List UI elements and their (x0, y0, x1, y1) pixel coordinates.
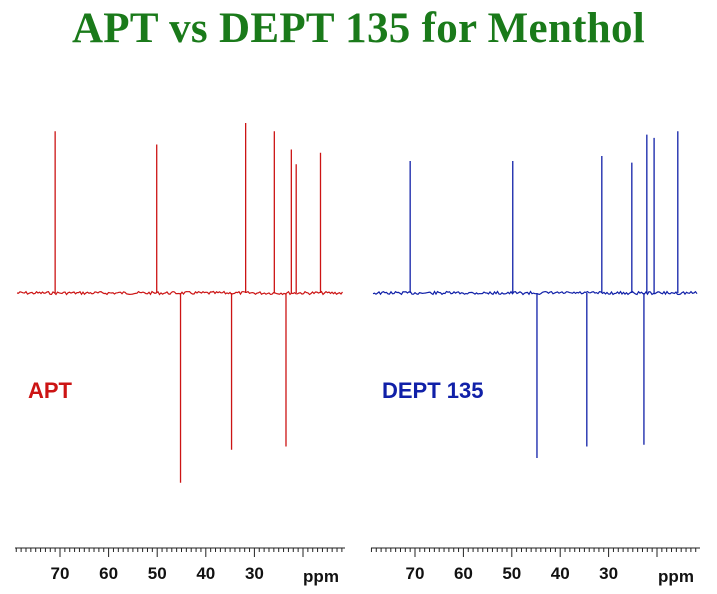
tick-label: 50 (502, 564, 521, 583)
tick-label: 50 (148, 564, 167, 583)
tick-label: 40 (551, 564, 570, 583)
apt-label: APT (28, 378, 72, 403)
tick-label: 30 (599, 564, 618, 583)
chart-title: APT vs DEPT 135 for Menthol (71, 5, 646, 52)
tick-label: 60 (454, 564, 473, 583)
tick-label: 70 (51, 564, 70, 583)
dept-spectrum (372, 131, 698, 458)
axis-unit-label: ppm (303, 567, 339, 586)
baseline (16, 290, 343, 296)
apt-spectrum (16, 123, 343, 483)
axis-unit-label: ppm (658, 567, 694, 586)
tick-label: 60 (99, 564, 118, 583)
tick-label: 40 (196, 564, 215, 583)
apt-x-axis: 70 60 50 40 30 ppm (15, 547, 345, 586)
dept-label: DEPT 135 (382, 378, 484, 403)
baseline (372, 290, 698, 296)
tick-label: 30 (245, 564, 264, 583)
dept-x-axis: 70 60 50 40 30 ppm (370, 547, 700, 586)
tick-label: 70 (406, 564, 425, 583)
